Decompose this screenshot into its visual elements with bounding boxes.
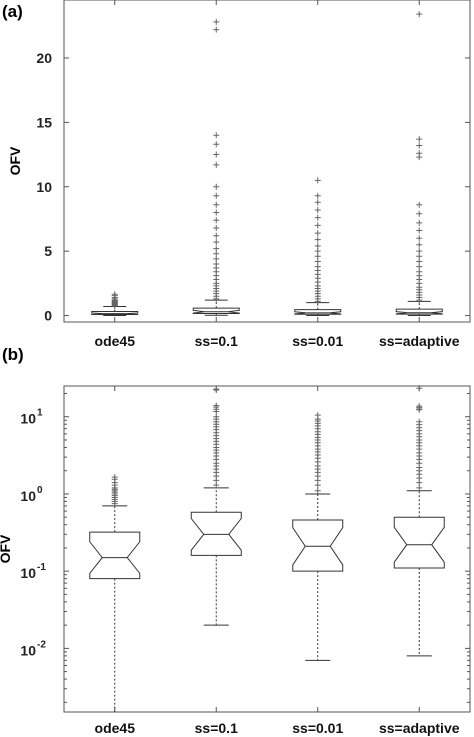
plot-frame xyxy=(63,385,471,713)
outlier-marker xyxy=(314,487,321,494)
panel-label: (a) xyxy=(2,2,23,21)
outlier-marker xyxy=(213,255,220,262)
outlier-marker xyxy=(213,201,220,208)
outlier-marker xyxy=(416,258,423,265)
outlier-marker xyxy=(213,209,220,216)
outlier-marker xyxy=(314,206,321,213)
outlier-marker xyxy=(416,11,423,18)
outlier-marker xyxy=(213,245,220,252)
x-tick-label: ss=0.01 xyxy=(292,720,343,736)
x-tick-label: ss=adaptive xyxy=(379,333,460,349)
outlier-marker xyxy=(416,142,423,149)
box-body xyxy=(395,308,443,315)
outlier-marker xyxy=(416,268,423,275)
plot-frame xyxy=(63,0,471,323)
outlier-marker xyxy=(213,261,220,268)
outlier-marker xyxy=(314,248,321,255)
outlier-marker xyxy=(314,243,321,250)
x-tick-label: ss=0.1 xyxy=(195,333,238,349)
y-axis-label: OFV xyxy=(7,146,23,175)
y-tick-label: 10 xyxy=(20,565,36,581)
outlier-marker xyxy=(416,210,423,217)
outlier-marker xyxy=(213,250,220,257)
outlier-marker xyxy=(416,253,423,260)
outlier-marker xyxy=(416,418,423,425)
outlier-marker xyxy=(314,230,321,237)
outlier-marker xyxy=(416,241,423,248)
outlier-marker xyxy=(416,227,423,234)
y-tick-exponent: 1 xyxy=(37,408,43,419)
outlier-marker xyxy=(416,219,423,226)
outlier-marker xyxy=(213,239,220,246)
outlier-marker xyxy=(416,263,423,270)
y-tick-label: 5 xyxy=(44,243,52,259)
panel-label: (b) xyxy=(2,345,24,364)
outlier-marker xyxy=(111,291,118,298)
outlier-marker xyxy=(213,151,220,158)
x-tick-label: ode45 xyxy=(95,720,136,736)
y-tick-label: 10 xyxy=(36,179,52,195)
y-tick-exponent: -1 xyxy=(37,562,46,573)
box-body xyxy=(89,531,141,580)
box-body xyxy=(393,516,445,569)
outlier-marker xyxy=(213,217,220,224)
outlier-marker xyxy=(416,201,423,208)
outlier-marker xyxy=(213,386,220,393)
box-body xyxy=(292,519,344,572)
y-tick-exponent: 0 xyxy=(37,485,43,496)
y-axis-label: OFV xyxy=(0,534,13,563)
outlier-marker xyxy=(314,412,321,419)
outlier-marker xyxy=(213,141,220,148)
outlier-marker xyxy=(314,177,321,184)
chart-panel-1: (a) OFV 0 5 10 15 20 ode45 ss=0.1 ss=0.01 ss=adapt… xyxy=(2,0,471,349)
x-tick-label: ss=adaptive xyxy=(379,720,460,736)
outlier-marker xyxy=(416,136,423,143)
box-body xyxy=(294,309,342,315)
outlier-marker xyxy=(213,132,220,139)
outlier-marker xyxy=(213,161,220,168)
x-tick-label: ss=0.1 xyxy=(195,720,238,736)
y-tick-label: 15 xyxy=(36,114,52,130)
outlier-marker xyxy=(314,253,321,260)
outlier-marker xyxy=(111,474,118,481)
outlier-marker xyxy=(416,248,423,255)
outlier-marker xyxy=(213,232,220,239)
outlier-marker xyxy=(416,150,423,157)
x-tick-label: ode45 xyxy=(95,333,136,349)
outlier-marker xyxy=(416,484,423,491)
outlier-marker xyxy=(314,263,321,270)
y-tick-label: 0 xyxy=(44,308,52,324)
outlier-marker xyxy=(213,26,220,33)
x-tick-label: ss=0.01 xyxy=(292,333,343,349)
outlier-marker xyxy=(314,258,321,265)
outlier-marker xyxy=(314,236,321,243)
y-tick-label: 20 xyxy=(36,50,52,66)
outlier-marker xyxy=(416,235,423,242)
outlier-marker xyxy=(213,224,220,231)
outlier-marker xyxy=(416,385,423,392)
outlier-marker xyxy=(213,183,220,190)
y-tick-label: 10 xyxy=(20,642,36,658)
y-tick-label: 10 xyxy=(20,411,36,427)
box-body xyxy=(192,307,240,314)
outlier-marker xyxy=(314,222,321,229)
outlier-marker xyxy=(314,192,321,199)
outlier-marker xyxy=(213,402,220,409)
outlier-marker xyxy=(213,413,220,420)
outlier-marker xyxy=(213,192,220,199)
outlier-marker xyxy=(314,214,321,221)
outlier-marker xyxy=(416,403,423,410)
y-tick-label: 10 xyxy=(20,488,36,504)
y-tick-exponent: -2 xyxy=(37,639,46,650)
box-body xyxy=(190,511,242,556)
outlier-marker xyxy=(213,18,220,25)
outlier-marker xyxy=(314,199,321,206)
